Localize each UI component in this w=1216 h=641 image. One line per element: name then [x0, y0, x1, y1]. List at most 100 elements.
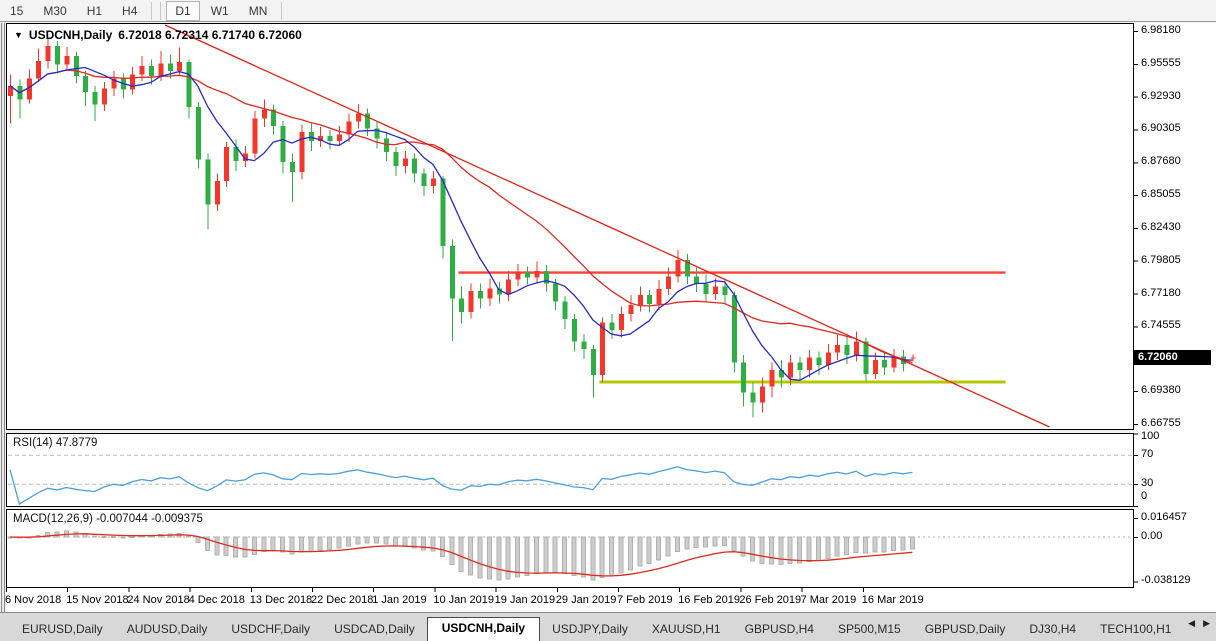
tab-audusd-daily[interactable]: AUDUSD,Daily — [126, 622, 208, 636]
price-scale-column — [1134, 23, 1216, 612]
candle-bear — [308, 132, 314, 141]
macd-histogram-bar — [449, 536, 455, 566]
symbol-label: USDCNH,Daily — [28, 28, 113, 42]
macd-histogram-bar — [665, 536, 671, 557]
candle-bull — [628, 305, 634, 314]
macd-histogram-bar — [411, 536, 417, 549]
candle-bear — [393, 152, 399, 166]
tab-xauusd-h1[interactable]: XAUUSD,H1 — [651, 622, 721, 636]
date-axis-label: 4 Dec 2018 — [188, 594, 245, 606]
price-axis-label: 6.98180 — [1141, 24, 1181, 36]
timeframe-button-w1[interactable]: W1 — [210, 3, 229, 18]
macd-histogram-bar — [186, 535, 192, 538]
toolbar-separator — [151, 1, 153, 20]
macd-histogram-bar — [599, 536, 605, 579]
macd-histogram-bar — [759, 536, 765, 564]
tab-scroll-buttons: ◀ ▶ — [1184, 614, 1214, 636]
timeframe-button-d1[interactable]: D1 — [166, 0, 200, 21]
rsi-label: RSI(14) 47.8779 — [13, 437, 98, 449]
macd-histogram-bar — [891, 536, 897, 552]
candle-bear — [365, 113, 371, 129]
macd-histogram-bar — [524, 536, 530, 577]
candle-bear — [684, 260, 690, 277]
timeframe-button-mn[interactable]: MN — [248, 3, 268, 18]
price-axis-label: 6.87680 — [1141, 155, 1181, 168]
tab-sp500-m15[interactable]: SP500,M15 — [837, 622, 901, 636]
macd-histogram-bar — [693, 536, 699, 549]
tab-usdjpy-daily[interactable]: USDJPY,Daily — [552, 622, 628, 636]
timeframe-button-h1[interactable]: H1 — [86, 3, 103, 18]
date-axis-label: 29 Jan 2019 — [555, 594, 617, 606]
candle-bear — [271, 109, 277, 126]
candle-bear — [412, 158, 418, 174]
candle-bear — [459, 298, 465, 312]
tab-scroll-right-icon[interactable]: ▶ — [1203, 618, 1210, 628]
tab-scroll-left-icon[interactable]: ◀ — [1188, 618, 1196, 628]
macd-histogram-bar — [806, 536, 812, 562]
candle-bull — [910, 357, 916, 359]
macd-histogram-bar — [505, 536, 511, 580]
candle-bull — [534, 270, 540, 278]
rsi-axis-label: 70 — [1141, 448, 1154, 461]
date-axis-strip — [6, 588, 1134, 612]
candle-bull — [468, 290, 474, 312]
macd-histogram-bar — [355, 536, 361, 545]
date-axis-label: 16 Mar 2019 — [861, 594, 924, 606]
macd-histogram-bar — [627, 536, 633, 571]
tab-gbpusd-daily[interactable]: GBPUSD,Daily — [924, 622, 1006, 636]
candle-bear — [797, 362, 803, 371]
candle-bull — [102, 88, 107, 105]
candle-bear — [572, 318, 577, 342]
macd-histogram-bar — [101, 536, 107, 539]
macd-histogram-bar — [562, 536, 568, 574]
candle-bear — [844, 345, 850, 356]
tab-usdchf-daily[interactable]: USDCHF,Daily — [231, 622, 311, 636]
candle-bear — [816, 357, 822, 366]
main-pane-border — [6, 23, 1134, 430]
date-axis-label: 1 Jan 2019 — [372, 594, 427, 606]
tab-eurusd-daily[interactable]: EURUSD,Daily — [22, 622, 103, 636]
tab-usdcad-daily[interactable]: USDCAD,Daily — [334, 622, 415, 636]
ma-fast-line — [9, 66, 913, 381]
candle-bull — [637, 295, 643, 306]
candle-bull — [769, 370, 775, 387]
macd-histogram-bar — [731, 536, 737, 551]
macd-histogram-bar — [674, 536, 680, 553]
macd-histogram-bar — [515, 536, 521, 578]
candle-bear — [83, 75, 89, 92]
macd-histogram-bar — [543, 536, 549, 573]
macd-histogram-bar — [844, 536, 850, 556]
tab-tech100-h1[interactable]: TECH100,H1 — [1100, 622, 1172, 636]
macd-histogram-bar — [609, 536, 615, 577]
macd-histogram-bar — [881, 536, 887, 553]
candle-bull — [261, 109, 267, 119]
candle-bear — [882, 360, 888, 368]
tab-dj30-h4[interactable]: DJ30,H4 — [1029, 622, 1077, 636]
current-price-tag: 6.72060 — [1134, 350, 1211, 365]
macd-histogram-bar — [721, 536, 727, 547]
candle-bull — [666, 276, 671, 289]
candle-bull — [36, 60, 42, 79]
candle-bear — [73, 55, 79, 76]
macd-histogram-bar — [750, 536, 756, 562]
timeframe-button-15[interactable]: 15 — [10, 3, 24, 18]
macd-histogram-bar — [900, 536, 906, 551]
macd-axis-label: 0.016457 — [1141, 510, 1187, 523]
timeframe-button-h4[interactable]: H4 — [122, 3, 138, 18]
candle-bear — [205, 159, 211, 205]
macd-histogram-bar — [308, 536, 314, 552]
timeframe-button-m30[interactable]: M30 — [43, 3, 67, 18]
price-axis-label: 6.82430 — [1141, 220, 1181, 233]
macd-histogram-bar — [110, 535, 116, 538]
tab-usdcnh-daily[interactable]: USDCNH,Daily — [426, 617, 541, 641]
date-axis-label: 15 Nov 2018 — [66, 594, 129, 606]
candle-bear — [449, 245, 455, 299]
ohlc-quote: 6.72018 6.72314 6.71740 6.72060 — [118, 28, 302, 42]
candle-bear — [196, 107, 201, 160]
symbol-dropdown-icon[interactable]: ▼ — [14, 30, 23, 40]
tab-gbpusd-h4[interactable]: GBPUSD,H4 — [744, 622, 814, 636]
candle-bull — [158, 63, 164, 76]
date-axis-label: 13 Dec 2018 — [249, 594, 313, 606]
candle-bear — [384, 138, 389, 152]
